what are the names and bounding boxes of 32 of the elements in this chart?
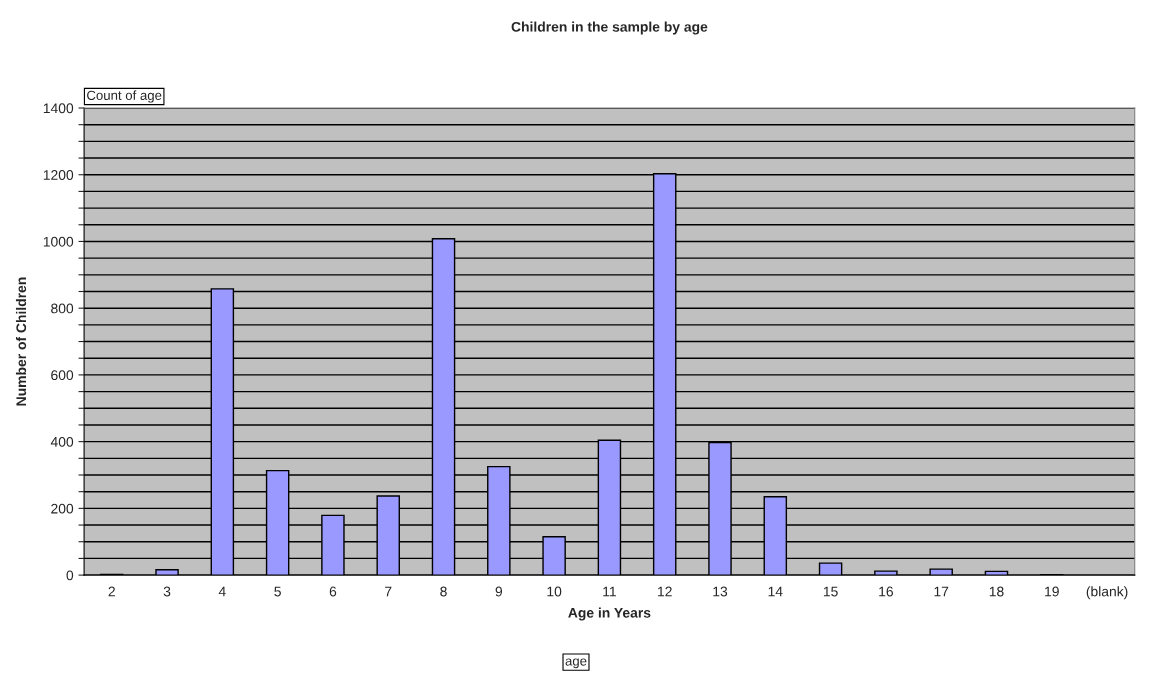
x-tick-label: 13: [713, 586, 728, 597]
x-tick-label: 3: [163, 586, 171, 597]
x-tick-label: 17: [934, 586, 949, 597]
x-tick-label: 9: [495, 586, 503, 597]
y-tick-label: 0: [66, 570, 74, 581]
x-tick-label: 15: [823, 586, 838, 597]
x-tick-label: 7: [385, 586, 392, 597]
chart-title: Children in the sample by age: [511, 21, 708, 35]
y-tick-label: 600: [51, 370, 74, 381]
y-tick-label: 1200: [43, 170, 74, 180]
x-tick-label: 10: [547, 586, 562, 597]
y-tick-label: 1000: [43, 236, 74, 247]
x-tick-label: 5: [274, 586, 281, 597]
x-tick-label: 4: [218, 586, 226, 597]
y-tick-label: 200: [51, 503, 74, 514]
x-tick-label: 11: [603, 586, 616, 597]
y-tick-label: 400: [50, 436, 74, 447]
y-tick-label: 800: [51, 303, 74, 314]
text: age: [565, 658, 587, 669]
x-tick-label: 8: [440, 586, 447, 597]
x-tick-label: 14: [768, 586, 783, 597]
x-tick-label: (blank): [1086, 586, 1128, 600]
x-tick-label: 6: [329, 586, 337, 597]
x-tick-label: 19: [1045, 586, 1059, 597]
x-axis-title: Age in Years: [568, 607, 651, 621]
y-axis-title: Number of Children: [15, 277, 27, 406]
text: Count of age: [87, 90, 162, 103]
x-tick-label: 18: [989, 586, 1004, 597]
x-tick-label: 16: [879, 586, 893, 597]
y-tick-label: 1400: [43, 103, 74, 114]
x-tick-label: 12: [658, 586, 672, 597]
x-tick-label: 2: [108, 586, 115, 597]
